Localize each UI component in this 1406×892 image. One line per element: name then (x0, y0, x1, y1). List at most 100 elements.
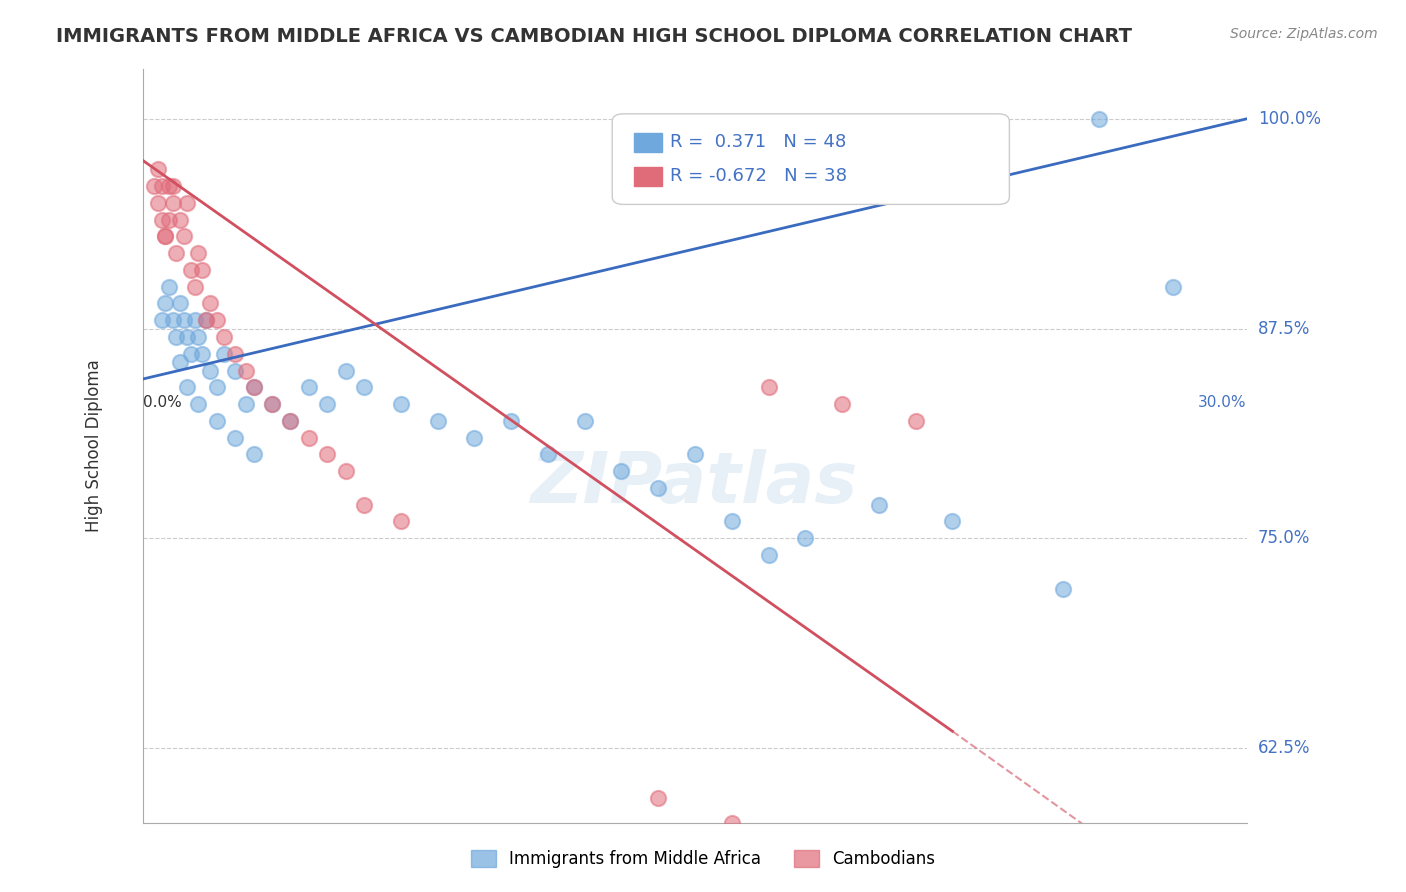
Point (187, 397, 209, 411)
Point (353, 498, 375, 512)
Point (169, 296, 191, 310)
Text: 100.0%: 100.0% (1258, 110, 1320, 128)
Point (941, 515, 963, 529)
Bar (634, 133, 662, 152)
Point (426, 414, 449, 428)
Point (574, 414, 596, 428)
Point (176, 330, 198, 344)
Point (191, 263, 214, 277)
FancyBboxPatch shape (612, 114, 1010, 204)
Point (335, 464, 357, 478)
Point (184, 279, 207, 293)
Point (280, 414, 302, 428)
Point (165, 330, 187, 344)
Point (157, 279, 180, 293)
Point (389, 397, 412, 411)
Point (831, 397, 853, 411)
Point (1161, 279, 1184, 293)
Point (235, 363, 257, 377)
Point (212, 330, 235, 344)
Legend: Immigrants from Middle Africa, Cambodians: Immigrants from Middle Africa, Cambodian… (464, 843, 942, 875)
Point (720, 816, 742, 830)
Point (280, 414, 302, 428)
Point (180, 347, 202, 361)
Point (316, 447, 339, 461)
Point (184, 313, 207, 327)
Point (389, 515, 412, 529)
Text: 30.0%: 30.0% (1198, 394, 1247, 409)
Point (173, 313, 195, 327)
Point (298, 380, 321, 394)
Point (212, 347, 235, 361)
Point (242, 380, 264, 394)
Point (868, 498, 890, 512)
Point (198, 296, 221, 310)
Point (162, 195, 184, 210)
Text: 62.5%: 62.5% (1258, 739, 1310, 757)
Point (191, 347, 214, 361)
Bar (634, 167, 662, 186)
Point (198, 363, 221, 377)
Point (224, 347, 246, 361)
Point (353, 380, 375, 394)
Point (162, 313, 184, 327)
Text: R =  0.371   N = 48: R = 0.371 N = 48 (669, 133, 846, 151)
Point (180, 263, 202, 277)
Point (187, 330, 209, 344)
Point (683, 447, 706, 461)
Point (157, 212, 180, 227)
Text: Source: ZipAtlas.com: Source: ZipAtlas.com (1230, 27, 1378, 41)
Point (169, 212, 191, 227)
Text: IMMIGRANTS FROM MIDDLE AFRICA VS CAMBODIAN HIGH SCHOOL DIPLOMA CORRELATION CHART: IMMIGRANTS FROM MIDDLE AFRICA VS CAMBODI… (56, 27, 1132, 45)
Point (162, 178, 184, 193)
Text: 87.5%: 87.5% (1258, 319, 1310, 337)
Text: High School Diploma: High School Diploma (84, 359, 103, 533)
Point (298, 431, 321, 445)
Point (176, 380, 198, 394)
Point (316, 397, 339, 411)
Point (194, 313, 217, 327)
Point (235, 397, 257, 411)
Point (904, 414, 927, 428)
Point (173, 229, 195, 244)
Point (224, 363, 246, 377)
Text: 75.0%: 75.0% (1258, 529, 1310, 548)
Point (176, 195, 198, 210)
Point (537, 447, 560, 461)
Point (335, 363, 357, 377)
Point (260, 397, 283, 411)
Text: R = -0.672   N = 38: R = -0.672 N = 38 (669, 167, 846, 185)
Point (150, 212, 173, 227)
Point (146, 195, 169, 210)
Point (647, 791, 669, 805)
Point (758, 548, 780, 562)
Point (155, 229, 177, 244)
Point (242, 380, 264, 394)
Point (187, 246, 209, 260)
Point (242, 447, 264, 461)
Point (758, 380, 780, 394)
Text: 0.0%: 0.0% (143, 394, 183, 409)
Point (155, 296, 177, 310)
Point (1052, 582, 1074, 596)
Point (165, 246, 187, 260)
Point (463, 431, 485, 445)
Text: ZIPatlas: ZIPatlas (531, 450, 859, 518)
Point (205, 313, 228, 327)
Point (150, 178, 173, 193)
Point (224, 431, 246, 445)
Point (146, 162, 169, 177)
Point (150, 313, 173, 327)
Point (194, 313, 217, 327)
Point (1088, 112, 1111, 126)
Point (647, 481, 669, 495)
Point (143, 178, 166, 193)
Point (205, 380, 228, 394)
Point (501, 414, 523, 428)
Point (610, 464, 633, 478)
Point (260, 397, 283, 411)
Point (720, 515, 742, 529)
Point (169, 355, 191, 369)
Point (205, 414, 228, 428)
Point (157, 178, 180, 193)
